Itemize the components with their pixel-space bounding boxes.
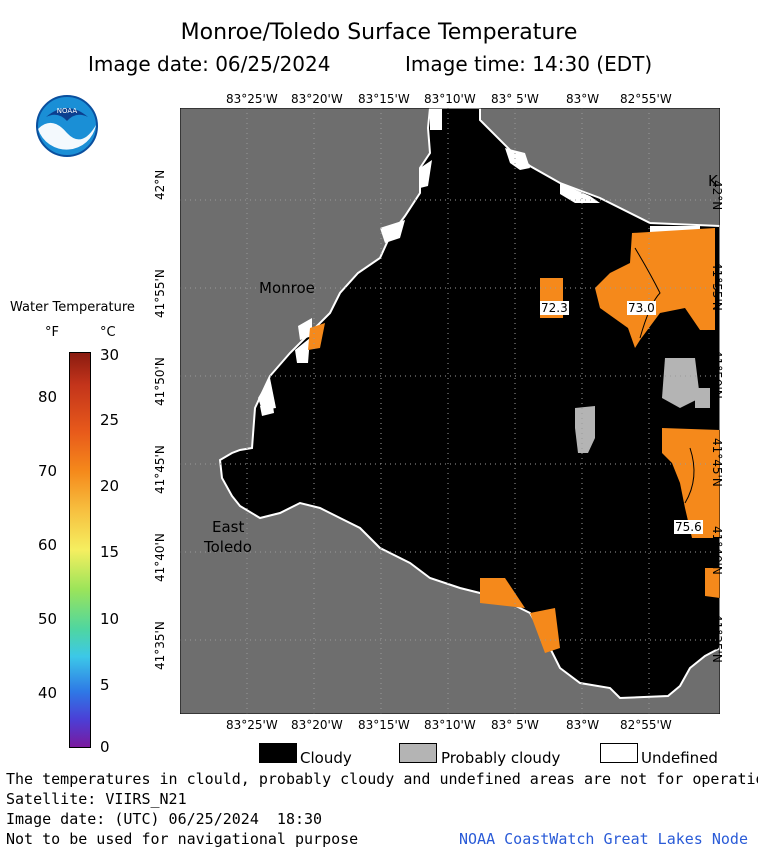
f-tick: 50 [38,610,58,628]
unit-c: °C [100,325,116,340]
undefined-patch [420,160,432,188]
c-tick: 30 [100,346,120,364]
lat-label-right: 41°45'N [710,438,724,487]
place-toledo: Toledo [204,538,252,556]
map-svg [179,107,721,715]
lat-label-right: 41°50'N [710,350,724,399]
f-tick: 80 [38,388,58,406]
lat-label-left: 41°50'N [153,357,167,406]
undefined-patch [298,318,312,340]
undefined-patch [380,220,405,243]
lon-label-bottom: 83°W [566,718,600,732]
undefined-patch [505,148,530,170]
lon-label-top: 83°25'W [226,92,278,106]
lon-label-bottom: 83°15'W [358,718,410,732]
map-title: Monroe/Toledo Surface Temperature [180,20,578,45]
lat-label-right: 41°35'N [710,614,724,663]
lat-label-left: 41°40'N [153,533,167,582]
lon-label-bottom: 83°20'W [291,718,343,732]
legend-label-probably-cloudy: Probably cloudy [441,749,561,767]
legend-swatch-cloudy [259,743,297,763]
warm-water-patch [308,323,325,350]
lat-label-left: 42°N [153,169,167,200]
f-tick: 60 [38,536,58,554]
svg-text:NOAA: NOAA [57,107,78,115]
undefined-patch [430,108,442,130]
lon-label-top: 83°15'W [358,92,410,106]
isotherm-line [634,247,661,339]
c-tick: 5 [100,676,110,694]
lon-label-top: 82°55'W [620,92,672,106]
temp-label: 72.3 [540,301,569,315]
footer-utc-date: Image date: (UTC) 06/25/2024 18:30 [6,810,323,828]
lon-label-bottom: 83° 5'W [491,718,539,732]
isotherm-line [684,447,695,504]
lon-label-top: 83° 5'W [491,92,539,106]
temp-label: 75.6 [674,520,703,534]
undefined-patch [295,338,310,363]
lon-label-bottom: 82°55'W [620,718,672,732]
warm-water-patch [662,428,720,538]
noaa-logo-icon: NOAA [36,95,98,157]
footer-nav-warning: Not to be used for navigational purpose [6,830,359,848]
lon-label-top: 83°10'W [424,92,476,106]
footer-note: The temperatures in clould, probably clo… [6,770,758,788]
c-tick: 10 [100,610,120,628]
probably-cloudy-patch [575,406,595,453]
lat-label-left: 41°35'N [153,621,167,670]
place-east: East [212,518,245,536]
warm-water-patch [480,578,525,608]
lat-label-left: 41°45'N [153,445,167,494]
undefined-patch [260,398,274,416]
c-tick: 0 [100,738,110,756]
colorbar-title: Water Temperature [10,300,135,315]
c-tick: 15 [100,543,120,561]
image-date: Image date: 06/25/2024 [88,52,331,76]
temp-label: 73.0 [627,301,656,315]
footer-satellite: Satellite: VIIRS_N21 [6,790,187,808]
probably-cloudy-patch [662,358,700,408]
legend-swatch-undefined [600,743,638,763]
legend-label-cloudy: Cloudy [300,749,352,767]
c-tick: 20 [100,477,120,495]
lon-label-top: 83°20'W [291,92,343,106]
place-k: K [708,172,718,190]
footer-credit: NOAA CoastWatch Great Lakes Node [459,830,748,848]
lat-label-right: 41°40'N [710,526,724,575]
image-time: Image time: 14:30 (EDT) [405,52,653,76]
f-tick: 70 [38,462,58,480]
legend-swatch-probably-cloudy [399,743,437,763]
warm-water-patch [705,568,720,598]
lon-label-bottom: 83°10'W [424,718,476,732]
undefined-patch [560,183,600,203]
c-tick: 25 [100,411,120,429]
warm-water-patch [530,608,560,653]
lat-label-right: 41°55'N [710,262,724,311]
lon-label-top: 83°W [566,92,600,106]
lat-label-right: 42°N [710,180,724,211]
colorbar [69,352,91,748]
map-frame: Monroe East Toledo K 72.3 73.0 75.6 [179,107,721,715]
lat-label-left: 41°55'N [153,269,167,318]
place-monroe: Monroe [259,279,315,297]
legend-label-undefined: Undefined [641,749,718,767]
f-tick: 40 [38,684,58,702]
probably-cloudy-patch [695,388,710,408]
unit-f: °F [45,325,59,340]
lon-label-bottom: 83°25'W [226,718,278,732]
